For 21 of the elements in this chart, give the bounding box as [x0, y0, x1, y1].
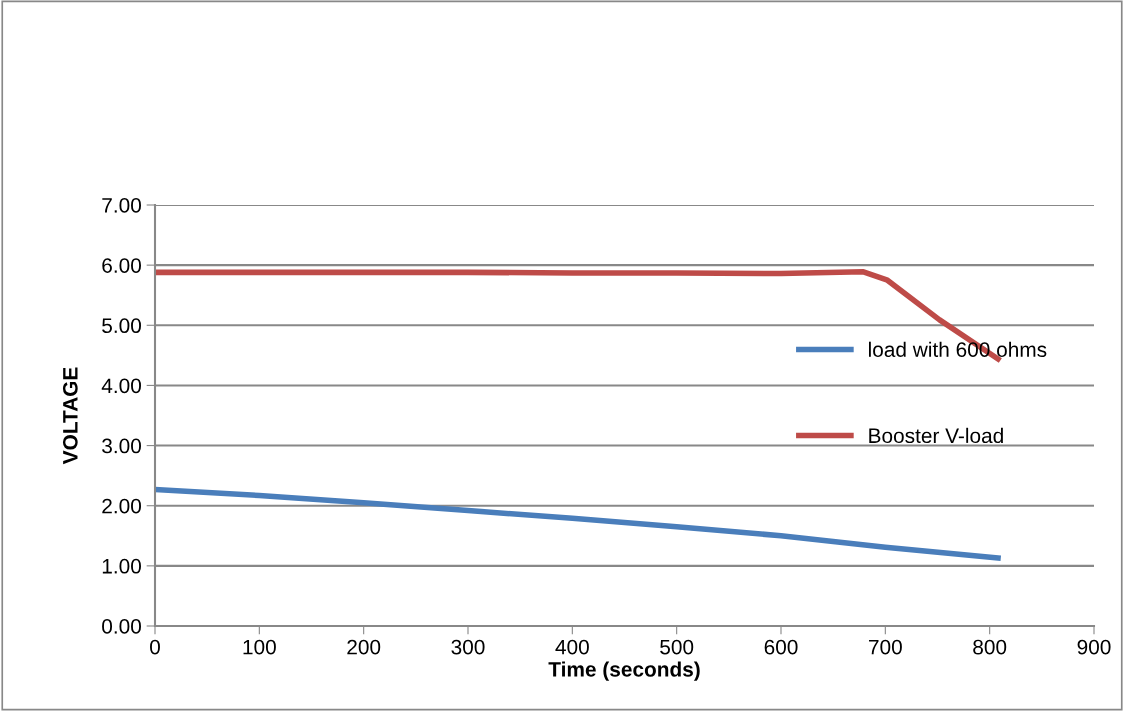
y-tick-label: 5.00 — [102, 318, 141, 334]
x-tick-label: 400 — [555, 639, 589, 655]
y-tick-label: 7.00 — [102, 198, 141, 213]
y-tick-label: 2.00 — [102, 498, 141, 514]
y-tick-label: 6.00 — [102, 258, 141, 273]
y-tick-label: 1.00 — [102, 558, 141, 574]
y-tick-label: 3.00 — [102, 438, 141, 454]
x-tick-label: 300 — [451, 639, 485, 655]
y-tick-label: 4.00 — [101, 378, 141, 394]
x-tick-label: 800 — [973, 639, 1007, 655]
x-axis-title: Time (seconds) — [548, 661, 700, 681]
legend-label: Booster V-load — [869, 427, 1003, 444]
x-tick-label: 200 — [347, 639, 381, 655]
x-tick-label: 600 — [764, 639, 798, 655]
y-axis-title: VOLTAGE — [62, 367, 78, 465]
x-tick-label: 700 — [869, 639, 902, 655]
y-tick-label: 0.00 — [102, 619, 141, 634]
x-tick-label: 100 — [243, 639, 276, 655]
x-tick-label: 900 — [1077, 639, 1111, 655]
x-tick-label: 0 — [150, 639, 160, 655]
x-tick-label: 500 — [660, 639, 694, 655]
